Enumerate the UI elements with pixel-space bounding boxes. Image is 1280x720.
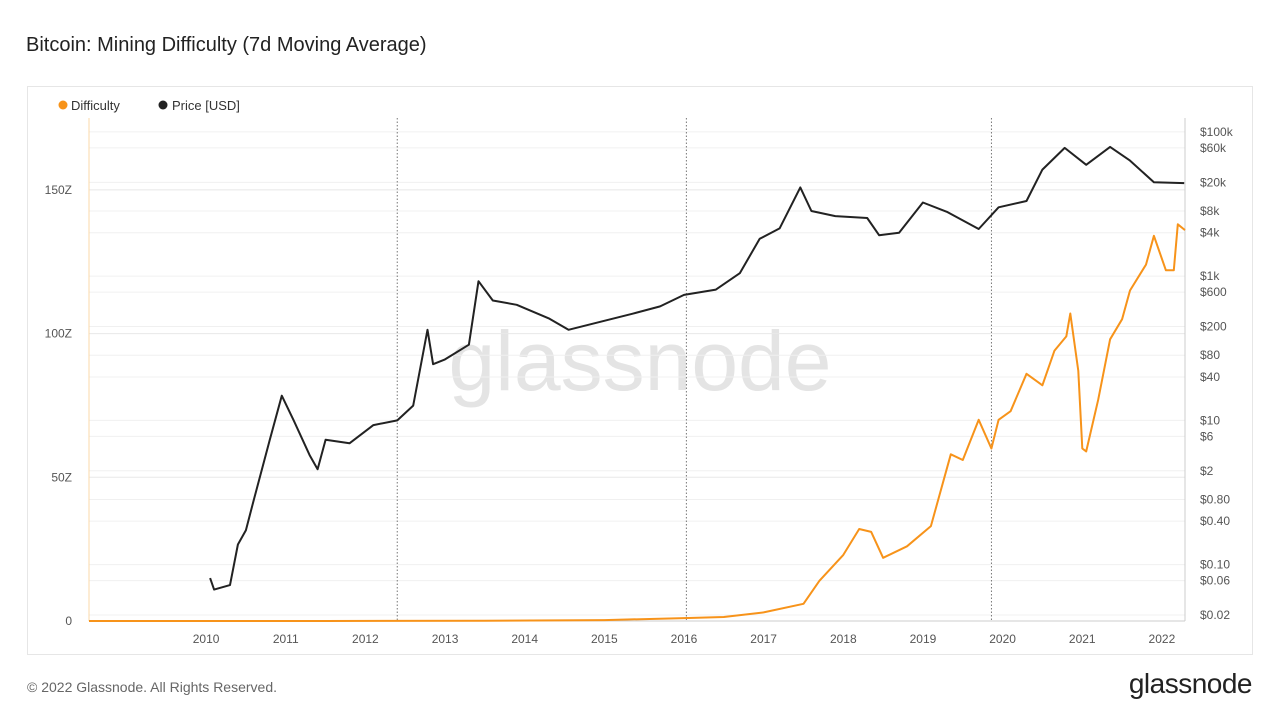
right-tick-label: $1k bbox=[1200, 269, 1220, 283]
right-tick-label: $80 bbox=[1200, 348, 1220, 362]
price-line bbox=[209, 145, 1185, 591]
right-tick-label: $0.40 bbox=[1200, 514, 1230, 528]
left-tick-label: 0 bbox=[65, 614, 72, 628]
difficulty-line bbox=[89, 223, 1186, 622]
x-tick-label: 2018 bbox=[830, 632, 857, 646]
left-tick-label: 100Z bbox=[45, 327, 72, 341]
x-tick-label: 2013 bbox=[432, 632, 459, 646]
x-tick-label: 2022 bbox=[1149, 632, 1176, 646]
right-tick-label: $6 bbox=[1200, 429, 1214, 443]
left-tick-label: 150Z bbox=[45, 183, 72, 197]
right-tick-label: $0.80 bbox=[1200, 492, 1230, 506]
right-tick-label: $600 bbox=[1200, 285, 1227, 299]
x-tick-label: 2017 bbox=[750, 632, 777, 646]
right-tick-label: $4k bbox=[1200, 226, 1220, 240]
legend-price[interactable]: Price [USD] bbox=[172, 98, 240, 113]
right-tick-label: $60k bbox=[1200, 141, 1227, 155]
right-tick-label: $2 bbox=[1200, 464, 1214, 478]
right-tick-label: $8k bbox=[1200, 204, 1220, 218]
legend-difficulty[interactable]: Difficulty bbox=[71, 98, 120, 113]
right-tick-label: $200 bbox=[1200, 320, 1227, 334]
legend-price-dot bbox=[158, 100, 168, 110]
right-tick-label: $20k bbox=[1200, 175, 1227, 189]
x-tick-label: 2012 bbox=[352, 632, 379, 646]
x-tick-label: 2010 bbox=[193, 632, 220, 646]
left-tick-label: 50Z bbox=[51, 470, 72, 484]
right-tick-label: $40 bbox=[1200, 370, 1220, 384]
x-tick-label: 2020 bbox=[989, 632, 1016, 646]
legend-difficulty-dot bbox=[58, 100, 68, 110]
x-tick-label: 2014 bbox=[511, 632, 538, 646]
right-tick-label: $10 bbox=[1200, 413, 1220, 427]
x-tick-label: 2016 bbox=[671, 632, 698, 646]
right-tick-label: $0.02 bbox=[1200, 608, 1230, 622]
chart-frame bbox=[27, 86, 1253, 655]
x-tick-label: 2021 bbox=[1069, 632, 1096, 646]
copyright: © 2022 Glassnode. All Rights Reserved. bbox=[27, 679, 278, 695]
right-tick-label: $100k bbox=[1200, 125, 1234, 139]
x-tick-label: 2019 bbox=[910, 632, 937, 646]
x-tick-label: 2015 bbox=[591, 632, 618, 646]
right-tick-label: $0.06 bbox=[1200, 574, 1230, 588]
glassnode-logo: glassnode bbox=[1128, 668, 1253, 699]
watermark: glassnode bbox=[449, 314, 832, 408]
right-tick-label: $0.10 bbox=[1200, 558, 1230, 572]
x-tick-label: 2011 bbox=[273, 632, 299, 646]
chart-title: Bitcoin: Mining Difficulty (7d Moving Av… bbox=[26, 34, 427, 56]
